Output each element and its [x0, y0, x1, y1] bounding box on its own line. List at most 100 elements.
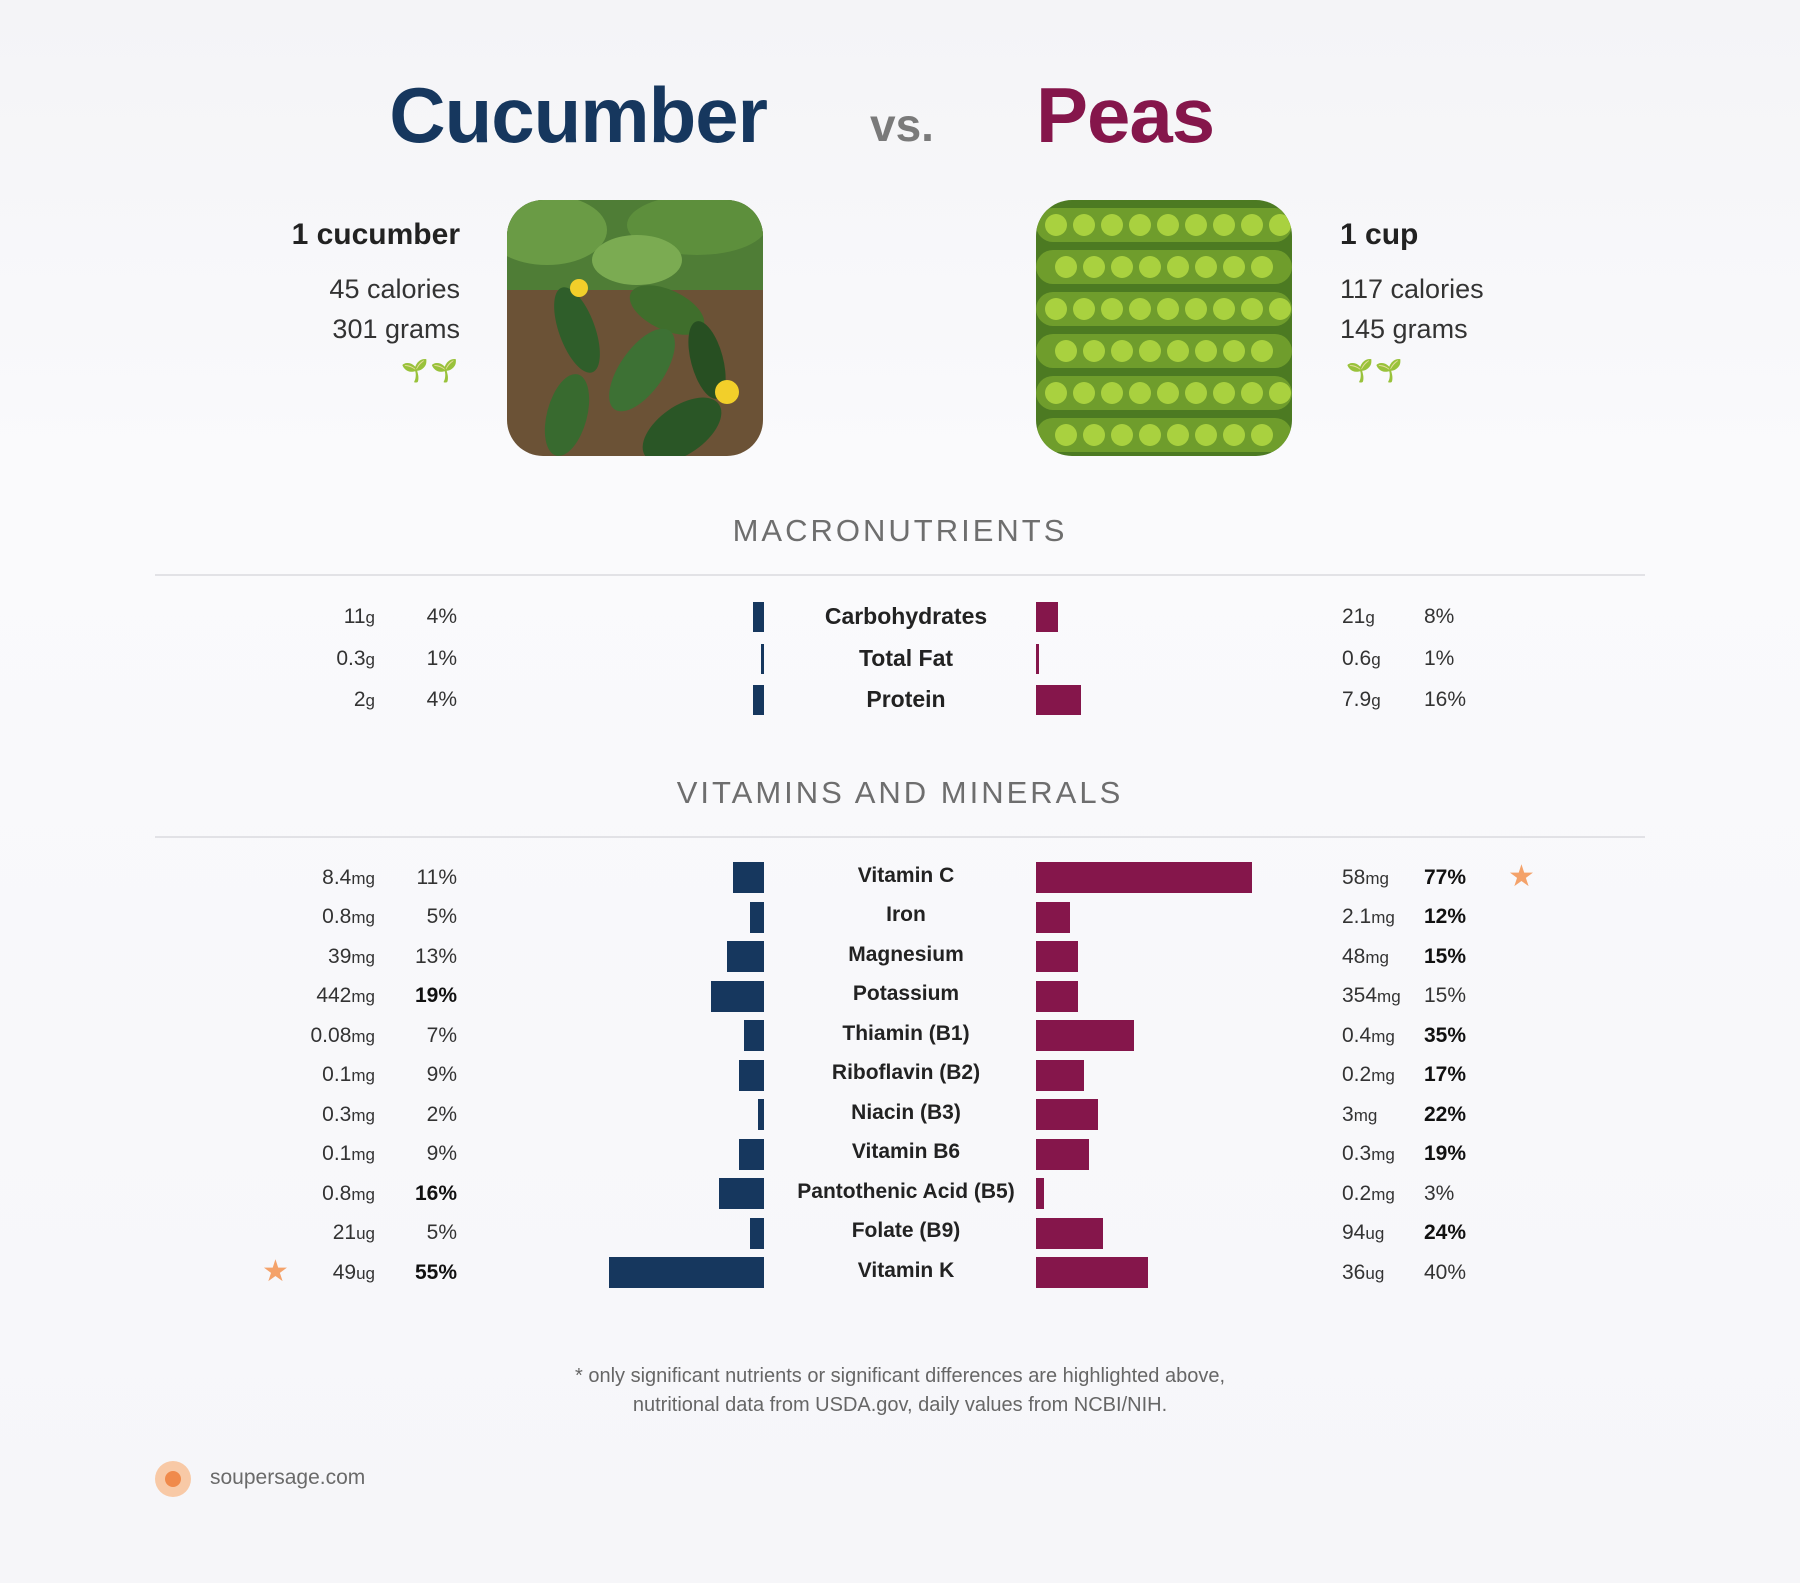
bar-a-folate-b9 — [749, 1217, 764, 1249]
amount-a-vitamin-k: 49ug — [332, 1260, 375, 1284]
label-iron: Iron — [886, 903, 926, 926]
amount-a-niacin-b3: 0.3mg — [322, 1102, 375, 1126]
percent-b-folate-b9: 24% — [1424, 1221, 1467, 1244]
amount-a-potassium: 442mg — [316, 984, 375, 1007]
sprout-icon: 🌱🌱 — [401, 358, 460, 383]
label-potassium: Potassium — [852, 982, 960, 1005]
percent-b-magnesium: 15% — [1424, 944, 1467, 968]
percent-a-protein: 4% — [426, 688, 457, 711]
amount-b-magnesium: 48mg — [1342, 944, 1389, 968]
divider — [155, 574, 1645, 576]
footnote-line-2: nutritional data from USDA.gov, daily va… — [632, 1394, 1168, 1416]
bar-a-iron — [749, 901, 764, 933]
bar-a-vitamin-c — [733, 862, 764, 893]
percent-a-vitamin-b6: 9% — [426, 1142, 457, 1165]
label-niacin-b3: Niacin (B3) — [851, 1100, 961, 1124]
label-riboflavin-b2: Riboflavin (B2) — [831, 1061, 981, 1084]
food-b-calories: 117 calories — [1340, 274, 1484, 304]
divider — [155, 836, 1645, 838]
food-b-grams: 145 grams — [1340, 314, 1468, 344]
percent-a-potassium: 19% — [414, 984, 457, 1007]
percent-b-pantothenic-acid-b5: 3% — [1424, 1181, 1455, 1205]
percent-a-niacin-b3: 2% — [426, 1102, 457, 1126]
macronutrients-heading: MACRONUTRIENTS — [732, 513, 1068, 548]
percent-b-thiamin-b1: 35% — [1424, 1023, 1467, 1047]
bar-a-pantothenic-acid-b5 — [719, 1178, 764, 1209]
amount-b-vitamin-b6: 0.3mg — [1342, 1142, 1395, 1165]
percent-b-carbohydrates: 8% — [1424, 605, 1455, 628]
bar-a-niacin-b3 — [758, 1099, 764, 1130]
footnote: * only significant nutrients or signific… — [0, 1362, 1800, 1420]
bar-b-carbohydrates — [1036, 602, 1059, 632]
amount-b-vitamin-k: 36ug — [1342, 1260, 1385, 1284]
sprout-icon: 🌱🌱 — [1346, 358, 1405, 383]
bar-a-riboflavin-b2 — [738, 1059, 764, 1091]
bar-a-thiamin-b1 — [744, 1020, 764, 1051]
bar-b-thiamin-b1 — [1036, 1020, 1135, 1051]
amount-a-thiamin-b1: 0.08mg — [310, 1023, 376, 1047]
percent-b-vitamin-k: 40% — [1424, 1260, 1467, 1284]
percent-b-iron: 12% — [1424, 905, 1467, 928]
bar-b-total-fat — [1036, 643, 1039, 674]
label-vitamin-k: Vitamin K — [857, 1258, 955, 1282]
bar-b-magnesium — [1036, 941, 1079, 972]
food-a-calories: 45 calories — [329, 274, 460, 304]
bar-b-vitamin-b6 — [1036, 1138, 1090, 1170]
bar-a-total-fat — [761, 643, 764, 674]
percent-a-folate-b9: 5% — [426, 1221, 457, 1244]
label-protein: Protein — [866, 686, 946, 712]
amount-b-vitamin-c: 58mg — [1342, 865, 1389, 889]
bar-b-vitamin-c — [1036, 862, 1253, 893]
percent-b-total-fat: 1% — [1424, 646, 1455, 670]
percent-b-niacin-b3: 22% — [1424, 1102, 1467, 1126]
brand-link[interactable]: soupersage.com — [210, 1466, 366, 1489]
peas-image — [1036, 200, 1292, 456]
cucumber-image — [507, 200, 763, 456]
amount-b-pantothenic-acid-b5: 0.2mg — [1342, 1181, 1395, 1205]
food-a-grams: 301 grams — [332, 314, 460, 344]
amount-b-potassium: 354mg — [1342, 984, 1401, 1007]
percent-a-magnesium: 13% — [414, 944, 457, 968]
percent-a-carbohydrates: 4% — [426, 605, 457, 628]
bar-b-riboflavin-b2 — [1036, 1059, 1084, 1091]
footnote-line-1: * only significant nutrients or signific… — [574, 1365, 1226, 1387]
bar-a-vitamin-b6 — [738, 1138, 764, 1170]
bar-b-pantothenic-acid-b5 — [1036, 1178, 1045, 1209]
star-icon: ★ — [262, 1254, 289, 1288]
percent-a-vitamin-k: 55% — [414, 1260, 457, 1284]
percent-b-potassium: 15% — [1424, 984, 1467, 1007]
amount-a-riboflavin-b2: 0.1mg — [322, 1063, 375, 1086]
percent-b-vitamin-c: 77% — [1424, 865, 1467, 889]
percent-a-total-fat: 1% — [426, 646, 457, 670]
vs-label: vs. — [870, 99, 934, 151]
label-carbohydrates: Carbohydrates — [824, 603, 988, 629]
bar-a-vitamin-k — [609, 1257, 764, 1288]
amount-a-vitamin-b6: 0.1mg — [322, 1142, 375, 1165]
soupersage-logo-icon — [155, 1461, 191, 1497]
percent-a-iron: 5% — [426, 905, 457, 928]
bar-a-protein — [752, 685, 764, 715]
percent-b-vitamin-b6: 19% — [1424, 1142, 1467, 1165]
food-a-serving: 1 cucumber — [291, 218, 460, 251]
amount-b-thiamin-b1: 0.4mg — [1342, 1023, 1395, 1047]
amount-a-carbohydrates: 11g — [343, 605, 375, 628]
label-total-fat: Total Fat — [858, 644, 954, 671]
label-folate-b9: Folate (B9) — [851, 1219, 961, 1242]
amount-b-folate-b9: 94ug — [1342, 1221, 1385, 1244]
label-pantothenic-acid-b5: Pantothenic Acid (B5) — [797, 1179, 1015, 1203]
amount-b-carbohydrates: 21g — [1342, 605, 1375, 628]
amount-b-riboflavin-b2: 0.2mg — [1342, 1063, 1395, 1086]
percent-b-riboflavin-b2: 17% — [1424, 1063, 1467, 1086]
star-icon: ★ — [1508, 859, 1535, 893]
label-magnesium: Magnesium — [848, 942, 964, 966]
bar-a-potassium — [710, 980, 764, 1012]
label-thiamin-b1: Thiamin (B1) — [842, 1021, 970, 1045]
amount-b-iron: 2.1mg — [1342, 905, 1395, 928]
bar-b-folate-b9 — [1036, 1217, 1104, 1249]
amount-a-magnesium: 39mg — [328, 944, 375, 968]
food-b-title: Peas — [1036, 71, 1215, 159]
vitamins-heading: VITAMINS AND MINERALS — [676, 775, 1124, 810]
percent-a-thiamin-b1: 7% — [426, 1023, 457, 1047]
percent-a-riboflavin-b2: 9% — [426, 1063, 457, 1086]
amount-a-iron: 0.8mg — [322, 905, 375, 928]
